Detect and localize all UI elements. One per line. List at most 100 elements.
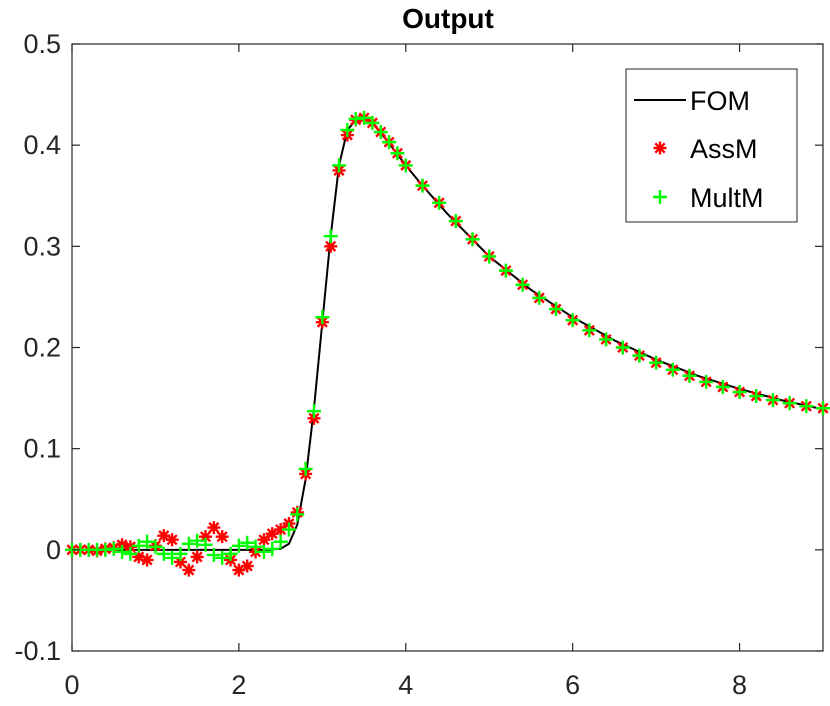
legend-swatch-multm [653,190,667,204]
legend-label: AssM [690,134,758,164]
multm-point [532,290,547,305]
multm-point [215,550,230,565]
assm-point [115,538,129,552]
multm-point [198,537,213,552]
assm-point [232,563,246,577]
y-tick-label: 0.2 [23,333,61,363]
y-tick-label: 0.1 [23,434,61,464]
multm-point [340,122,355,137]
x-tick-label: 2 [231,670,246,700]
assm-point [157,529,171,543]
multm-point [565,313,580,328]
assm-point [307,411,321,425]
x-tick-label: 6 [565,670,580,700]
legend-swatch-assm [653,141,667,155]
y-tick-label: 0.5 [23,29,61,59]
assm-point [265,527,279,541]
multm-point [248,539,263,554]
multm-point [582,323,597,338]
multm-point [190,533,205,548]
multm-point [432,195,447,210]
multm-point [140,534,155,549]
assm-point [190,550,204,564]
multm-point [682,368,697,383]
multm-point [465,232,480,247]
assm-point [324,239,338,253]
multm-point [749,389,764,404]
multm-point [115,544,130,559]
multm-point [223,546,238,561]
y-tick-label: 0.4 [23,130,61,160]
assm-point [182,563,196,577]
multm-point [165,550,180,565]
multm-point [398,158,413,173]
assm-point [173,555,187,569]
multm-point [298,461,313,476]
multm-point [515,277,530,292]
multm-point [649,355,664,370]
multm-point [181,536,196,551]
multm-point [290,507,305,522]
multm-point [131,538,146,553]
y-tick-label: 0.3 [23,231,61,261]
multm-point [373,125,388,140]
x-tick-label: 8 [732,670,747,700]
series-layer [65,110,830,577]
assm-point [207,521,221,535]
multm-point [498,263,513,278]
multm-point [323,229,338,244]
assm-point [140,553,154,567]
multm-point [599,332,614,347]
multm-point [156,546,171,561]
y-tick-label: 0 [46,535,61,565]
legend-label: MultM [690,183,764,213]
assm-point [123,540,137,554]
legend: FOM AssM MultM [625,68,798,223]
x-tick-label: 0 [64,670,79,700]
multm-point [448,214,463,229]
ticks-layer: 0 2 4 6 8-0.100.10.20.30.40.5 [14,29,823,700]
multm-point [665,362,680,377]
assm-point [257,533,271,547]
chart-title: Output [402,3,494,34]
multm-point [273,534,288,549]
multm-point [732,385,747,400]
multm-point [357,110,372,125]
multm-point [765,393,780,408]
multm-point [265,541,280,556]
assm-point [240,559,254,573]
multm-point [782,396,797,411]
multm-point [390,146,405,161]
assm-point [274,523,288,537]
y-tick-label: -0.1 [14,636,61,666]
assm-point [215,530,229,544]
multm-point [306,404,321,419]
x-tick-label: 4 [398,670,413,700]
multm-point [281,522,296,537]
multm-point [332,158,347,173]
multm-point [256,544,271,559]
multm-point [415,178,430,193]
multm-point [482,249,497,264]
legend-label: FOM [690,86,750,116]
multm-point [615,340,630,355]
multm-point [816,401,830,416]
multm-point [173,546,188,561]
multm-point [148,539,163,554]
multm-point [315,310,330,325]
multm-point [365,115,380,130]
multm-point [699,374,714,389]
multm-point [123,546,138,561]
multm-point [240,535,255,550]
assm-point [199,530,213,544]
multm-point [382,135,397,150]
assm-point [132,550,146,564]
multm-point [106,541,121,556]
multm-point [206,547,221,562]
multm-point [799,399,814,414]
multm-point [231,538,246,553]
assm-point [165,533,179,547]
multm-point [715,379,730,394]
multm-point [548,302,563,317]
